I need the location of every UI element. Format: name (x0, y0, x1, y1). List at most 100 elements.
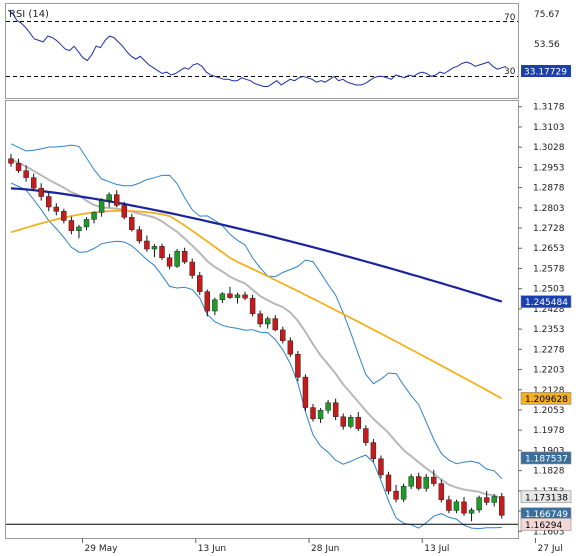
candle-down-body (431, 476, 437, 484)
bollinger-bands (10, 143, 503, 530)
price-panel: 1.3178 1.3103 1.3028 1.2953 1.2878 1.2803 1.27… (5, 100, 572, 554)
price-tag-background (520, 490, 572, 504)
rsi-plot-frame (5, 3, 519, 99)
candle-down-body (332, 402, 339, 417)
candle (159, 243, 165, 260)
candle-down-body (189, 261, 195, 276)
candle-down-body (272, 318, 278, 331)
candle-down-body (61, 211, 67, 221)
rsi-panel: RSI (14) 70 30 75.67 53.56 33.17729 (5, 3, 571, 99)
candle-down-body (483, 497, 490, 503)
price-tick-label: 1.3028 (533, 143, 565, 153)
candle-down-body (446, 499, 452, 511)
price-tag-label: 1.166749 (525, 510, 568, 520)
candle (8, 153, 14, 167)
candle-down-body (340, 416, 346, 427)
candle (393, 484, 399, 503)
candle-down-body (30, 177, 37, 189)
candle-up-body (76, 226, 82, 231)
price-tick-label: 1.2503 (533, 285, 565, 295)
candle (446, 495, 452, 514)
candle-down-body (227, 293, 233, 298)
rsi-level-70-label: 70 (504, 13, 516, 23)
candle (295, 350, 301, 382)
price-tag: 1.173138 (520, 490, 572, 504)
bollinger-upper-band (10, 143, 503, 479)
candle (408, 474, 414, 489)
date-tick-label: 29 May (85, 544, 119, 554)
candle-up-body (400, 486, 407, 500)
rsi-line (7, 9, 507, 87)
candle-down-body (302, 376, 309, 408)
candle (370, 439, 377, 462)
price-tag-label: 1.187537 (525, 454, 568, 464)
candle (400, 483, 407, 502)
candle (302, 374, 309, 411)
candle (491, 494, 497, 507)
candle-up-body (174, 251, 180, 267)
candle (83, 217, 90, 231)
rsi-current-value-tag: 33.17729 (521, 65, 571, 78)
candle-down-body (416, 476, 422, 489)
price-tag-label: 1.209628 (525, 395, 568, 405)
candle (431, 470, 437, 487)
candle-down-body (385, 474, 392, 492)
candle (423, 474, 429, 492)
price-tick-label: 1.1978 (533, 426, 565, 436)
candle (265, 316, 271, 329)
candle (113, 190, 120, 208)
candle-down-body (287, 340, 294, 355)
candle-down-body (159, 246, 165, 258)
candle (499, 492, 505, 519)
candle (136, 226, 143, 244)
candle-down-body (204, 291, 211, 312)
price-tags: 1.245484 1.209628 1.187537 1.173138 1.166749… (520, 295, 572, 531)
candle (91, 211, 97, 224)
candle (30, 173, 37, 192)
price-tick-label: 1.2128 (533, 386, 565, 396)
price-tick-label: 1.1828 (533, 467, 565, 477)
price-axis-ticks: 1.3178 1.3103 1.3028 1.2953 1.2878 1.2803 1.27… (518, 103, 565, 537)
price-tick-label: 1.1603 (533, 527, 565, 537)
candle (53, 203, 59, 216)
candle-down-body (23, 170, 29, 178)
candle (219, 292, 226, 303)
candle (385, 471, 392, 495)
candle (378, 455, 384, 479)
price-tick-label: 1.3103 (533, 123, 565, 133)
candle-down-body (181, 251, 188, 263)
candle (257, 310, 263, 328)
candle (197, 271, 203, 295)
price-tick-label: 1.2953 (533, 163, 565, 173)
candle (204, 289, 211, 317)
price-tag-background (520, 392, 572, 405)
candle-down-body (53, 206, 59, 212)
date-tick-label: 28 Jun (311, 544, 339, 554)
candle (468, 507, 475, 522)
candle (76, 224, 82, 239)
candle-down-body (197, 275, 203, 292)
candle (61, 208, 67, 224)
date-tick-label: 13 Jul (424, 544, 449, 554)
candle-up-body (348, 417, 354, 427)
candle-down-body (355, 417, 361, 429)
candle-down-body (249, 297, 256, 314)
price-tag-background (520, 451, 572, 465)
candle-down-body (393, 490, 399, 500)
candle-down-body (499, 496, 505, 516)
candle-up-body (317, 410, 324, 420)
candle (363, 425, 369, 446)
candle-down-body (257, 313, 263, 325)
candle (227, 286, 233, 299)
candle (15, 158, 22, 174)
candle (121, 201, 127, 220)
candle (476, 495, 482, 513)
candle-up-body (212, 299, 218, 312)
candle (280, 326, 286, 344)
candle-up-body (491, 496, 497, 503)
candle-up-body (423, 476, 429, 489)
candle-up-body (98, 200, 105, 213)
candle (325, 399, 331, 414)
